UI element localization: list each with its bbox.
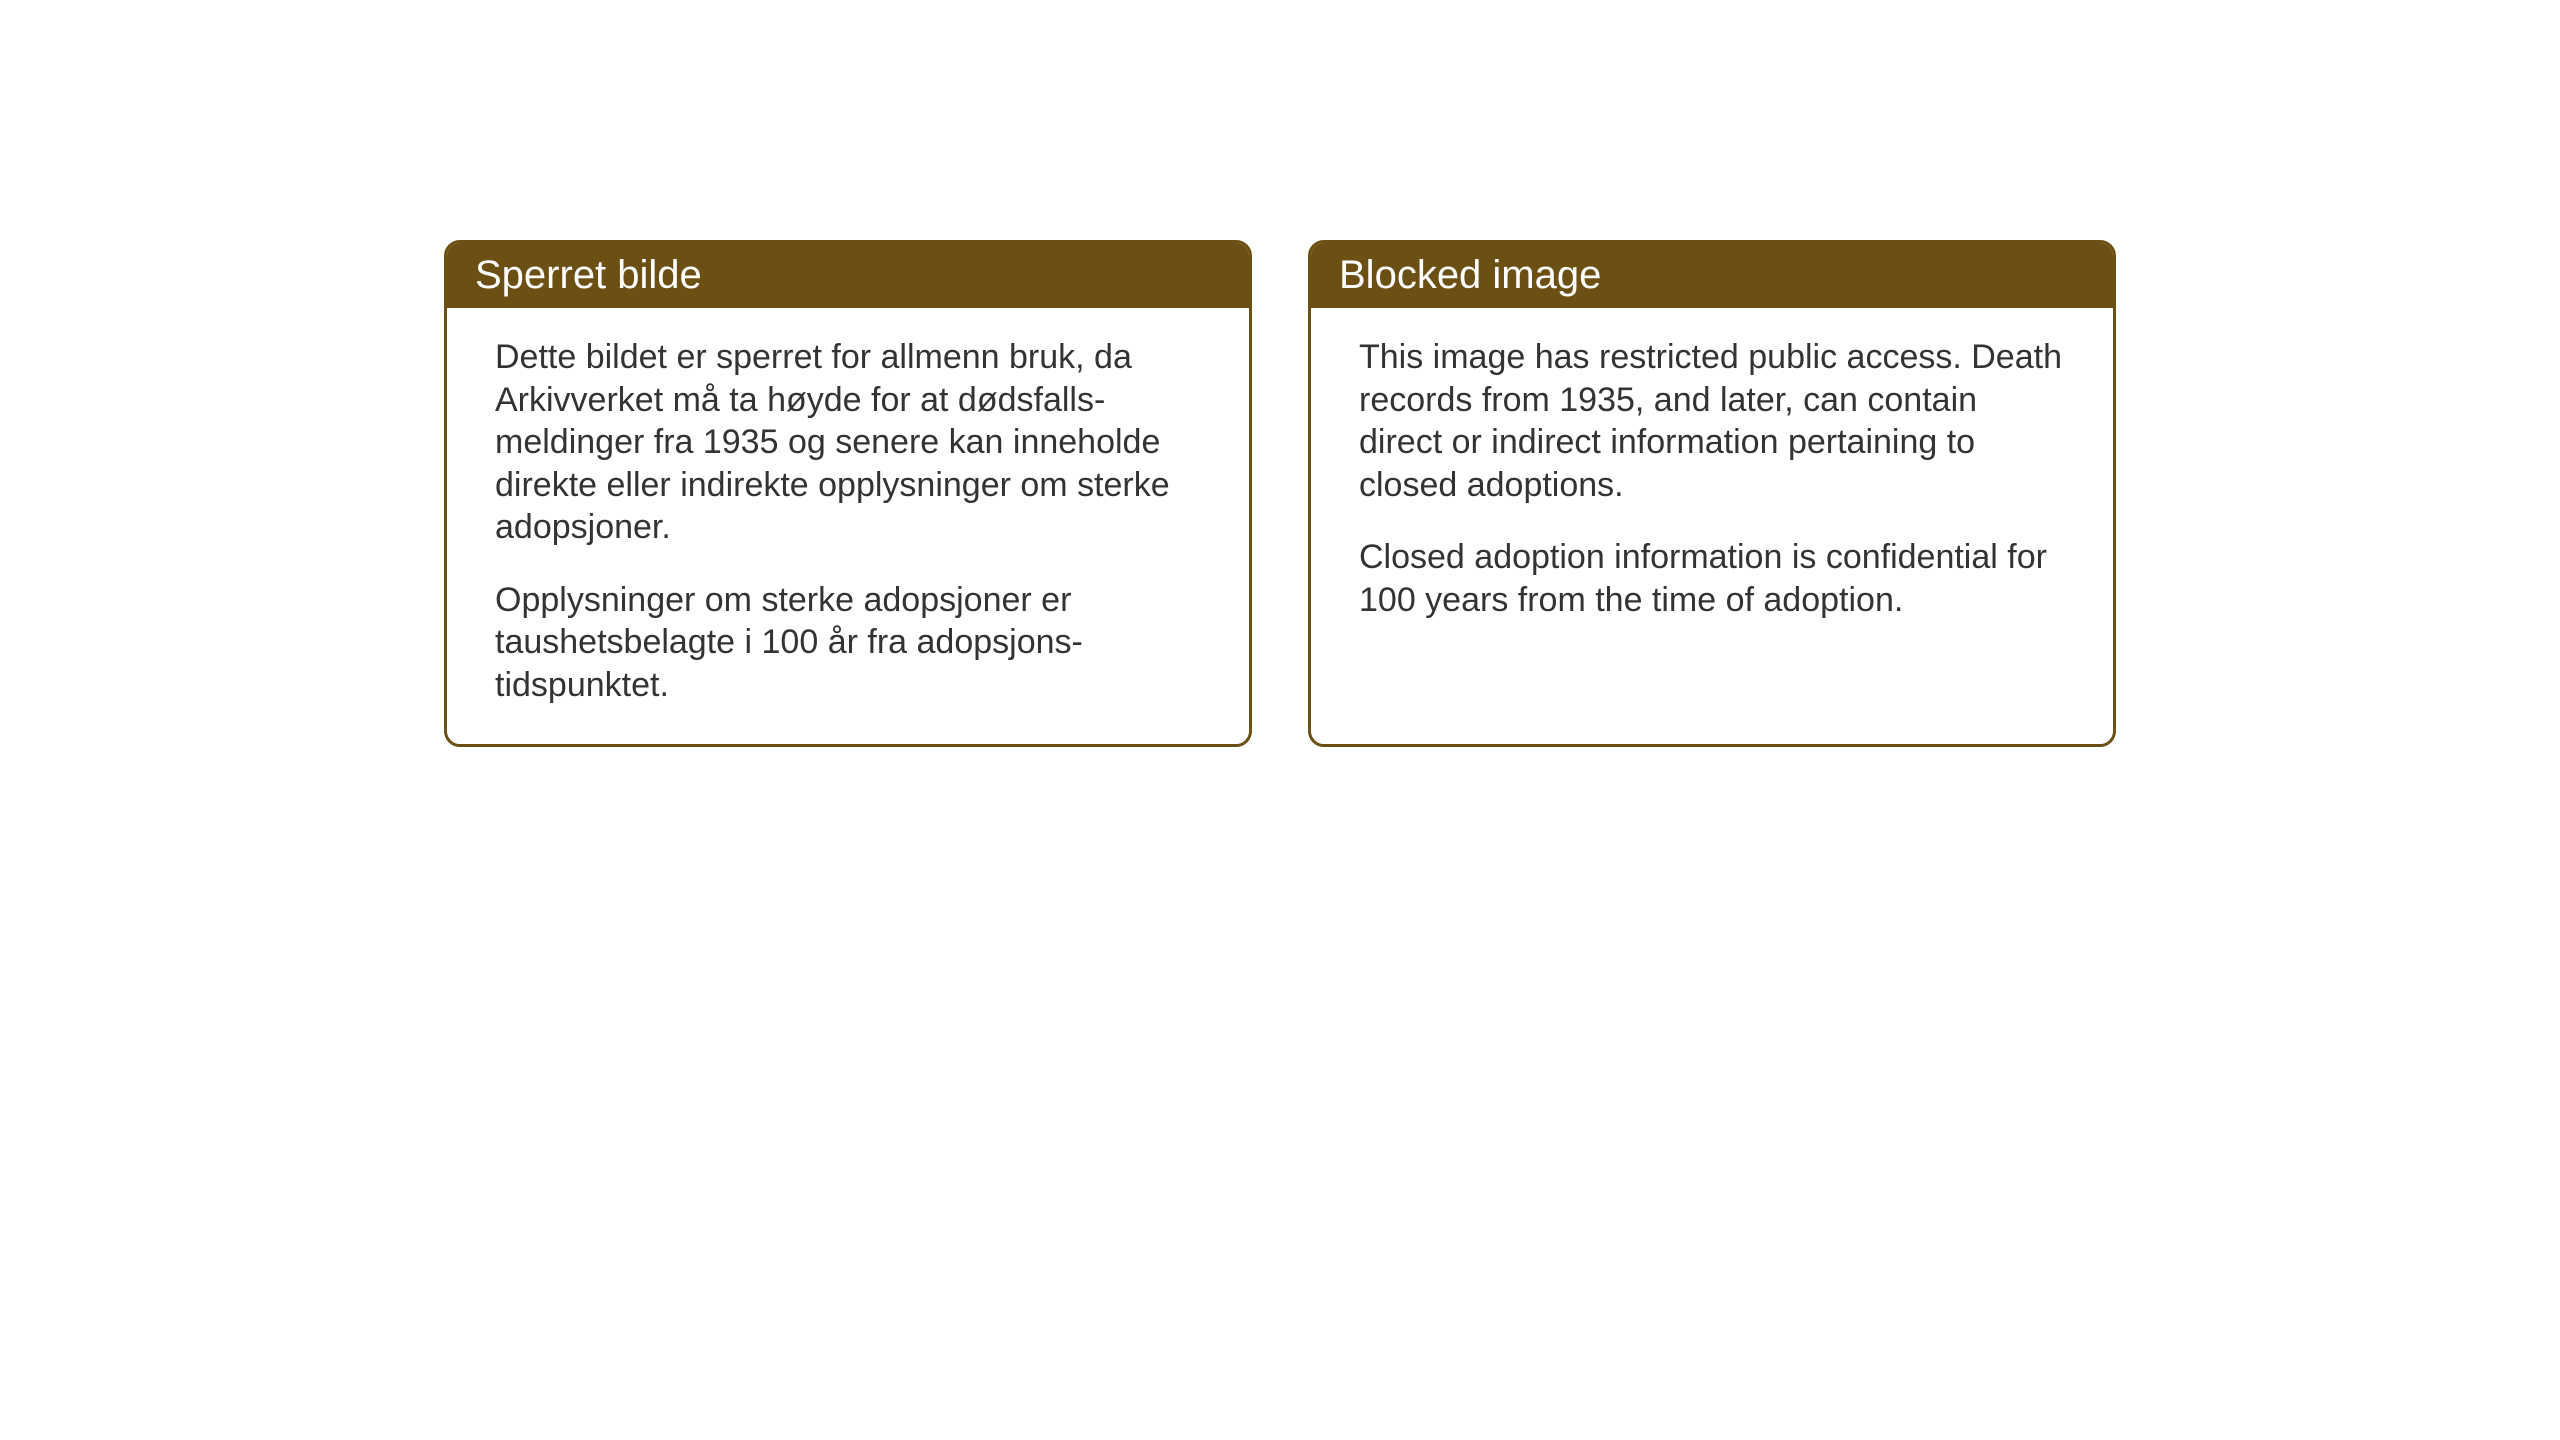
notice-container: Sperret bilde Dette bildet er sperret fo… xyxy=(444,240,2116,747)
notice-body-norwegian: Dette bildet er sperret for allmenn bruk… xyxy=(447,308,1249,744)
notice-box-norwegian: Sperret bilde Dette bildet er sperret fo… xyxy=(444,240,1252,747)
notice-paragraph-2-english: Closed adoption information is confident… xyxy=(1359,536,2065,621)
notice-header-english: Blocked image xyxy=(1311,243,2113,308)
notice-paragraph-2-norwegian: Opplysninger om sterke adopsjoner er tau… xyxy=(495,579,1201,707)
notice-body-english: This image has restricted public access.… xyxy=(1311,308,2113,659)
notice-box-english: Blocked image This image has restricted … xyxy=(1308,240,2116,747)
notice-header-norwegian: Sperret bilde xyxy=(447,243,1249,308)
notice-paragraph-1-english: This image has restricted public access.… xyxy=(1359,336,2065,506)
notice-paragraph-1-norwegian: Dette bildet er sperret for allmenn bruk… xyxy=(495,336,1201,549)
